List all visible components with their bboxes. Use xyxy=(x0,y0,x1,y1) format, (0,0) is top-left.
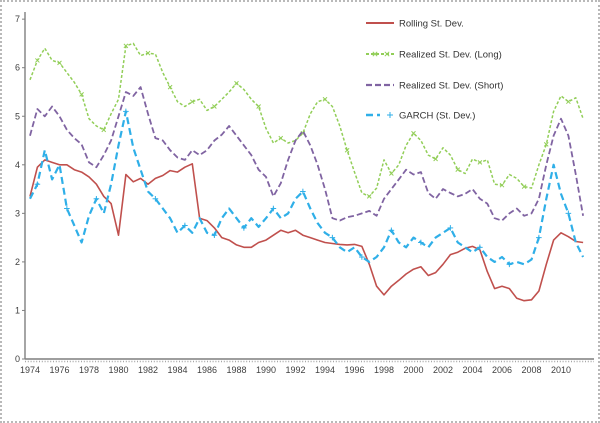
series-x-marker xyxy=(79,92,84,97)
series-x-marker xyxy=(543,142,549,147)
x-tick-label: 1994 xyxy=(315,365,335,375)
x-tick-label: 1988 xyxy=(226,365,246,375)
series-x-marker xyxy=(433,156,438,162)
series-line-rolling-st-dev xyxy=(29,159,584,302)
series-x-marker xyxy=(57,60,62,66)
x-tick-label: 2008 xyxy=(521,365,541,375)
x-tick-label: 2002 xyxy=(433,365,453,375)
y-tick-label: 7 xyxy=(15,14,20,24)
legend-label-rolling-st-dev: Rolling St. Dev. xyxy=(399,19,464,30)
series-x-marker xyxy=(35,58,40,63)
x-tick-label: 1992 xyxy=(285,365,305,375)
x-tick-label: 1984 xyxy=(167,365,187,375)
series-x-marker xyxy=(372,51,378,57)
series-x-marker xyxy=(189,99,195,105)
series-x-marker xyxy=(278,135,284,141)
series-x-marker xyxy=(101,127,107,133)
legend-item-realized-st-dev-long: Realized St. Dev. (Long) xyxy=(366,50,502,61)
legend-label-realized-st-dev-short: Realized St. Dev. (Short) xyxy=(399,81,503,92)
x-tick-label: 1974 xyxy=(20,365,40,375)
series-x-marker xyxy=(366,194,372,199)
x-tick-label: 1980 xyxy=(108,365,128,375)
legend-item-realized-st-dev-short: Realized St. Dev. (Short) xyxy=(366,81,503,92)
series-line-garch-st-dev xyxy=(29,110,585,266)
series-x-marker xyxy=(256,104,261,109)
series-x-marker xyxy=(389,171,394,176)
x-tick-label: 2010 xyxy=(551,365,571,375)
legend-label-garch-st-dev: GARCH (St. Dev.) xyxy=(399,111,475,122)
y-tick-label: 1 xyxy=(15,305,20,315)
series-line-realized-st-dev-short xyxy=(29,86,584,222)
legend-item-rolling-st-dev: Rolling St. Dev. xyxy=(366,19,464,30)
series-x-marker xyxy=(566,99,571,105)
y-tick-label: 5 xyxy=(15,111,20,121)
series-x-marker xyxy=(455,167,461,173)
series-x-marker xyxy=(322,96,328,102)
x-tick-label: 1976 xyxy=(49,365,69,375)
series-line-realized-st-dev-long xyxy=(29,42,584,198)
series-x-marker xyxy=(234,80,239,86)
x-tick-label: 1996 xyxy=(344,365,364,375)
series-x-marker xyxy=(167,84,173,90)
x-tick-label: 2004 xyxy=(462,365,482,375)
y-tick-label: 4 xyxy=(15,160,20,170)
y-tick-label: 0 xyxy=(15,354,20,364)
y-tick-label: 6 xyxy=(15,63,20,73)
x-tick-label: 2006 xyxy=(492,365,512,375)
series-x-marker xyxy=(521,184,527,190)
legend-item-garch-st-dev: GARCH (St. Dev.) xyxy=(366,111,475,122)
series-x-marker xyxy=(499,182,505,188)
legend-label-realized-st-dev-long: Realized St. Dev. (Long) xyxy=(399,50,502,61)
series-x-marker xyxy=(212,104,217,109)
x-tick-label: 1986 xyxy=(197,365,217,375)
x-tick-label: 1990 xyxy=(256,365,276,375)
series-x-marker xyxy=(477,160,483,165)
x-tick-label: 1998 xyxy=(374,365,394,375)
series-x-marker xyxy=(411,130,416,136)
x-tick-label: 1978 xyxy=(79,365,99,375)
series-x-marker xyxy=(123,43,129,49)
y-tick-label: 3 xyxy=(15,208,20,218)
series-x-marker xyxy=(344,147,350,153)
x-tick-label: 2000 xyxy=(403,365,423,375)
x-tick-label: 1982 xyxy=(138,365,158,375)
series-x-marker xyxy=(384,51,390,57)
series-x-marker xyxy=(145,50,151,56)
y-tick-label: 2 xyxy=(15,257,20,267)
